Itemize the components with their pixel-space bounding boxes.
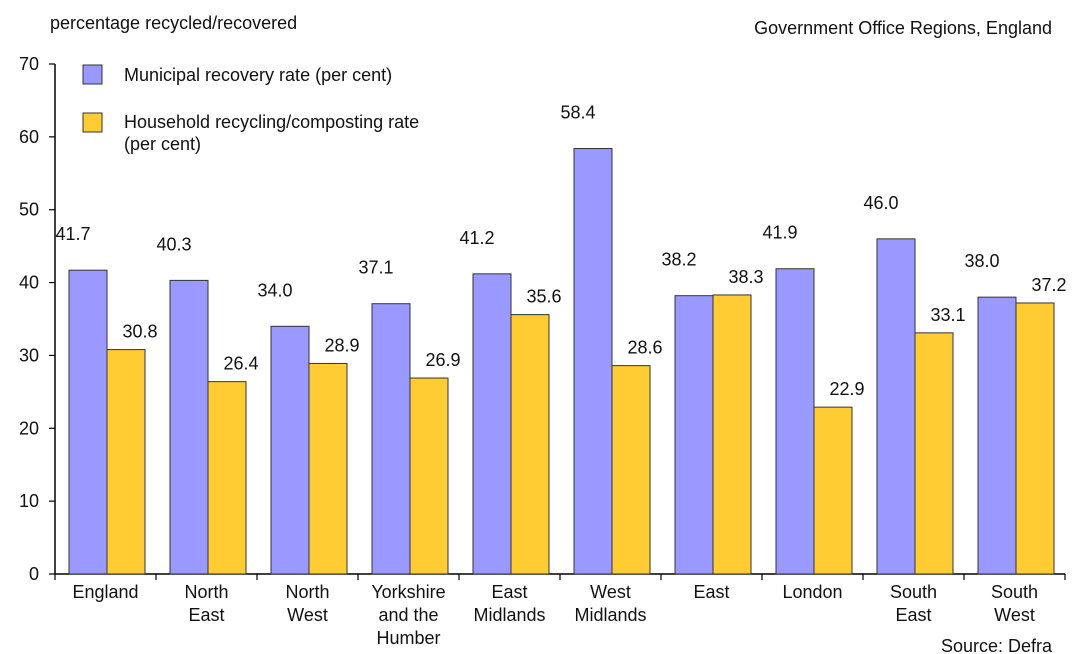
value-label-municipal: 46.0 [863, 193, 898, 213]
y-tick-label: 50 [19, 200, 39, 220]
x-tick-label: North [285, 582, 329, 602]
value-label-household: 22.9 [829, 379, 864, 399]
value-label-household: 38.3 [728, 267, 763, 287]
bar-municipal [775, 268, 815, 575]
legend-label-municipal: Municipal recovery rate (per cent) [124, 65, 392, 85]
value-label-household: 37.2 [1031, 275, 1066, 295]
bar-municipal [270, 325, 310, 575]
x-tick-label: Midlands [574, 605, 646, 625]
value-label-municipal: 34.0 [257, 280, 292, 300]
bar-household [914, 332, 954, 575]
bar-municipal [977, 296, 1017, 575]
value-label-municipal: 38.2 [661, 250, 696, 270]
bar-household [611, 365, 651, 575]
bar-household [1015, 302, 1055, 575]
value-label-household: 26.9 [425, 350, 460, 370]
bar-household [308, 362, 348, 575]
y-tick-label: 10 [19, 491, 39, 511]
legend-label-household: Household recycling/composting rate [124, 112, 419, 132]
value-label-household: 26.4 [223, 354, 258, 374]
bar-municipal [876, 238, 916, 575]
x-tick-label: London [782, 582, 842, 602]
x-tick-label: Midlands [473, 605, 545, 625]
x-tick-label: Humber [376, 628, 440, 648]
value-label-municipal: 38.0 [964, 251, 999, 271]
bar-municipal [169, 279, 209, 575]
x-tick-label: East [895, 605, 931, 625]
value-label-household: 30.8 [122, 322, 157, 342]
bar-household [813, 406, 853, 575]
value-label-municipal: 37.1 [358, 258, 393, 278]
value-label-household: 28.6 [627, 338, 662, 358]
x-tick-label: Yorkshire [371, 582, 445, 602]
y-tick-label: 40 [19, 273, 39, 293]
y-tick-label: 60 [19, 127, 39, 147]
bar-municipal [472, 273, 512, 575]
x-tick-label: East [188, 605, 224, 625]
chart-subtitle: Government Office Regions, England [754, 18, 1052, 38]
bar-household [409, 377, 449, 575]
bar-household [510, 314, 550, 575]
legend-label-household: (per cent) [124, 134, 201, 154]
value-label-municipal: 58.4 [560, 103, 595, 123]
y-tick-label: 30 [19, 345, 39, 365]
y-axis-title: percentage recycled/recovered [50, 13, 297, 33]
value-label-municipal: 41.9 [762, 223, 797, 243]
plot-area: 0 10 20 30 40 50 60 70 41.7 30.8 England 40.3 26.4 No… [19, 54, 1067, 648]
value-label-household: 28.9 [324, 335, 359, 355]
x-tick-label: and the [378, 605, 438, 625]
y-tick-label: 20 [19, 418, 39, 438]
value-label-municipal: 41.7 [55, 224, 90, 244]
legend-swatch-municipal [82, 64, 103, 85]
bar-municipal [371, 303, 411, 575]
legend-swatch-household [82, 112, 103, 133]
value-label-municipal: 41.2 [459, 228, 494, 248]
value-label-household: 33.1 [930, 305, 965, 325]
source-note: Source: Defra [941, 636, 1053, 654]
x-tick-label: West [287, 605, 328, 625]
x-tick-label: England [72, 582, 138, 602]
x-tick-label: East [491, 582, 527, 602]
value-label-municipal: 40.3 [156, 234, 191, 254]
x-tick-label: South [890, 582, 937, 602]
bar-household [106, 349, 146, 575]
value-label-household: 35.6 [526, 287, 561, 307]
bar-municipal [674, 295, 714, 575]
y-tick-label: 0 [29, 564, 39, 584]
x-tick-label: West [994, 605, 1035, 625]
x-tick-label: East [693, 582, 729, 602]
y-tick-label: 70 [19, 54, 39, 74]
bar-municipal [68, 269, 108, 575]
x-tick-label: South [991, 582, 1038, 602]
bar-household [712, 294, 752, 575]
x-tick-label: West [590, 582, 631, 602]
bar-household [207, 381, 247, 575]
x-tick-label: North [184, 582, 228, 602]
bar-municipal [573, 148, 613, 575]
